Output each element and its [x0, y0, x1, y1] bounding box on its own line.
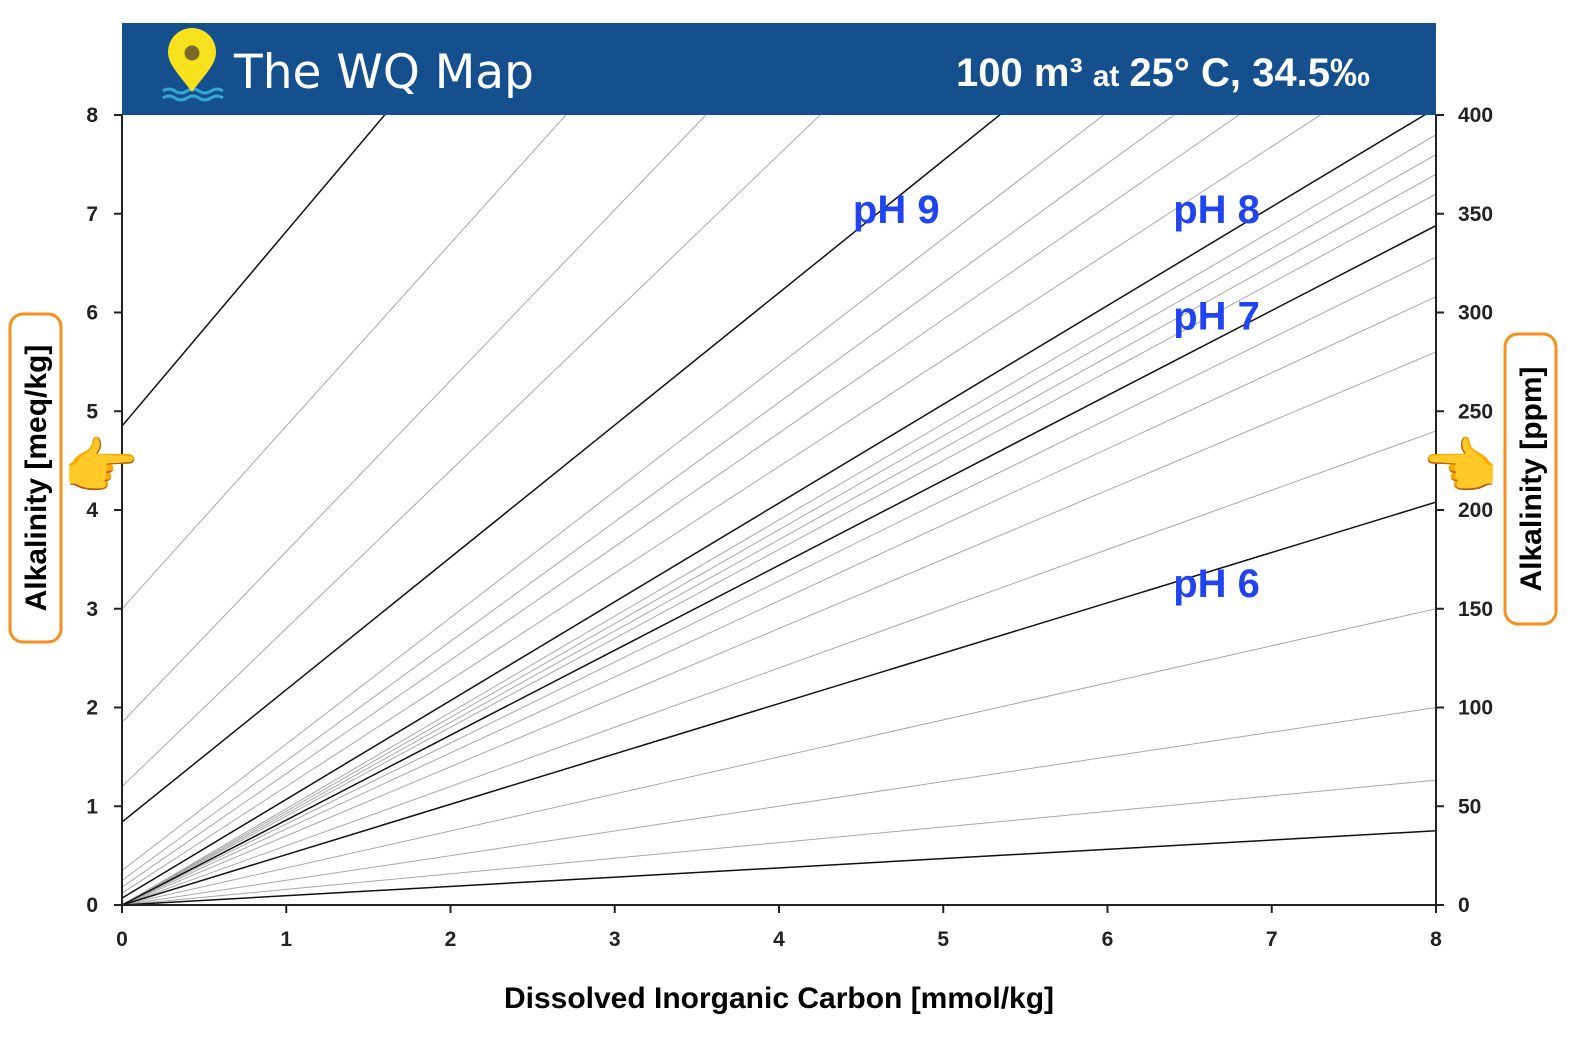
minor-isopleth-line: [122, 193, 1436, 905]
y-tick-label: 6: [86, 302, 98, 325]
minor-isopleths: [122, 115, 1436, 905]
right-pointing-hand-icon: 👉: [1423, 433, 1500, 502]
header-bar: The WQ Map 100 m³ at 25° C, 34.5‰: [122, 23, 1436, 115]
x-tick-label: 6: [1102, 928, 1114, 951]
ph-label-ph-9: pH 9: [853, 188, 940, 232]
minor-isopleth-line: [122, 115, 1105, 871]
minor-isopleth-line: [122, 779, 1436, 905]
ph-label-ph-6: pH 6: [1173, 562, 1260, 606]
y-tick-label: 3: [86, 598, 98, 621]
y-tick-label: 0: [86, 894, 98, 917]
y2-tick-label: 150: [1458, 598, 1493, 621]
y-tick-label: 2: [86, 697, 98, 720]
ph-isopleths: [122, 115, 1436, 905]
minor-isopleth-line: [122, 154, 1436, 905]
minor-isopleth-line: [122, 256, 1436, 905]
isopleth-ph-5: [122, 829, 1436, 905]
minor-isopleth-line: [122, 115, 1240, 888]
x-tick-label: 7: [1266, 928, 1278, 951]
y2-axis-ticks: 0 50 100 150 200 250 300 350 400: [1436, 104, 1493, 917]
ph-label-ph-8: pH 8: [1173, 188, 1260, 232]
minor-isopleth-line: [122, 707, 1436, 905]
y2-axis-title: Alkalinity [ppm]: [1515, 366, 1548, 591]
minor-isopleth-line: [122, 430, 1436, 905]
sample-conditions: 100 m³ at 25° C, 34.5‰: [956, 51, 1370, 95]
axes: [121, 115, 1437, 906]
minor-isopleth-line: [122, 115, 1322, 894]
location-pin-icon: [162, 28, 224, 102]
x-tick-label: 8: [1430, 928, 1442, 951]
header-background: [122, 23, 1436, 115]
y-axis-ticks: 0 1 2 3 4 5 6 7 8: [86, 104, 122, 917]
y-axis-title-frame: [8, 312, 63, 644]
minor-isopleth-line: [122, 351, 1436, 905]
left-pointing-hand-icon: 👉: [62, 433, 139, 502]
x-tick-label: 0: [116, 928, 128, 951]
y2-tick-label: 300: [1458, 302, 1493, 325]
ph-labels: pH 9 pH 8 pH 7 pH 6: [853, 188, 1260, 606]
isopleth-ph-6: [122, 501, 1436, 905]
minor-isopleth-line: [122, 608, 1436, 905]
y2-tick-label: 0: [1458, 894, 1470, 917]
isopleth-ph-9: [122, 115, 1001, 823]
minor-isopleth-line: [122, 115, 567, 610]
minor-isopleth-line: [122, 173, 1436, 905]
y-tick-label: 8: [86, 104, 98, 127]
app-title: The WQ Map: [233, 45, 534, 100]
y2-axis-title-box: Alkalinity [ppm]: [1503, 332, 1558, 626]
y-tick-label: 1: [86, 795, 98, 818]
y2-tick-label: 200: [1458, 499, 1493, 522]
y2-tick-label: 100: [1458, 697, 1493, 720]
x-tick-label: 1: [280, 928, 292, 951]
y-axis-title: Alkalinity [meq/kg]: [20, 345, 53, 612]
x-axis-title: Dissolved Inorganic Carbon [mmol/kg]: [504, 982, 1054, 1015]
isopleth-ph-8: [122, 115, 1426, 899]
y-tick-label: 4: [86, 499, 98, 522]
minor-isopleth-line: [122, 115, 1175, 881]
x-tick-label: 2: [445, 928, 457, 951]
minor-isopleth-line: [122, 134, 1436, 905]
y2-tick-label: 400: [1458, 104, 1493, 127]
y-tick-label: 7: [86, 203, 98, 226]
minor-isopleth-line: [122, 115, 707, 723]
y2-tick-label: 350: [1458, 203, 1493, 226]
isopleth-ph-7: [122, 224, 1436, 905]
ph-label-ph-7: pH 7: [1173, 294, 1260, 338]
x-axis-ticks: 0 1 2 3 4 5 6 7 8: [116, 905, 1442, 951]
x-tick-label: 5: [937, 928, 949, 951]
y-tick-label: 5: [86, 400, 98, 423]
x-tick-label: 3: [609, 928, 621, 951]
y2-tick-label: 250: [1458, 400, 1493, 423]
isopleth-ph-10: [122, 115, 386, 427]
y2-axis-title-frame: [1503, 332, 1558, 626]
y2-tick-label: 50: [1458, 795, 1481, 818]
minor-isopleth-line: [122, 296, 1436, 905]
x-tick-label: 4: [773, 928, 785, 951]
y-axis-title-box: Alkalinity [meq/kg]: [8, 312, 63, 644]
minor-isopleth-line: [122, 115, 821, 787]
